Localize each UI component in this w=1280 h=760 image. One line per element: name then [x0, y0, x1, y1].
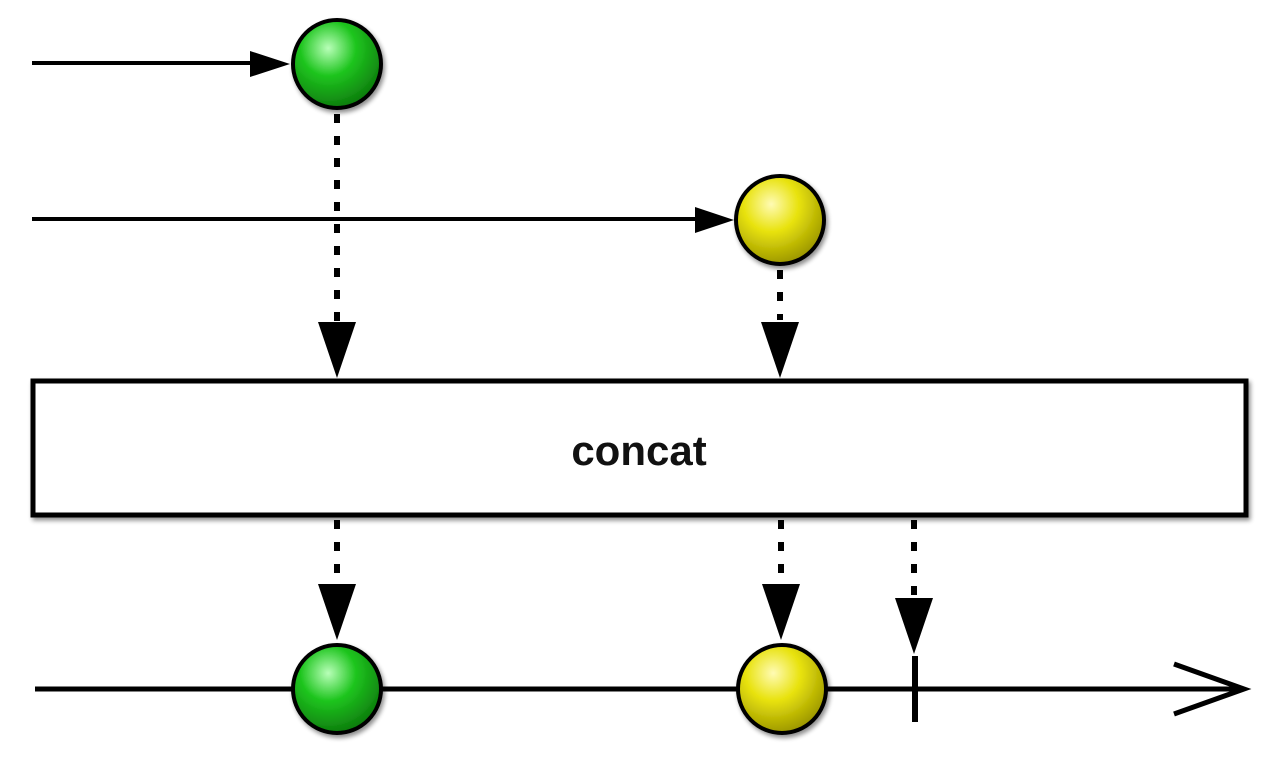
- input-1-green-marble: [291, 18, 383, 110]
- output-yellow-marble: [736, 643, 828, 735]
- input-timeline-1-arrowhead: [250, 51, 290, 77]
- operator-box-rect: [30, 378, 1249, 518]
- input-2-yellow-marble: [734, 174, 826, 266]
- input-timeline-2-arrowhead: [695, 207, 734, 233]
- input-stream-2: [32, 174, 826, 266]
- output-green-marble: [291, 643, 383, 735]
- output-stream: [35, 643, 1252, 735]
- connector-green-out-arrowhead: [318, 584, 356, 640]
- connectors-out: [318, 520, 933, 654]
- connector-yellow-out-arrowhead: [762, 584, 800, 640]
- operator-label: concat: [571, 427, 706, 474]
- connector-yellow-in-arrowhead: [761, 322, 799, 378]
- connectors-in: [318, 114, 799, 378]
- input-stream-1: [32, 18, 383, 110]
- connector-green-in-arrowhead: [318, 322, 356, 378]
- operator-box: [30, 378, 1249, 518]
- output-timeline-arrowhead: [1173, 661, 1252, 717]
- connector-complete-out-arrowhead: [895, 598, 933, 654]
